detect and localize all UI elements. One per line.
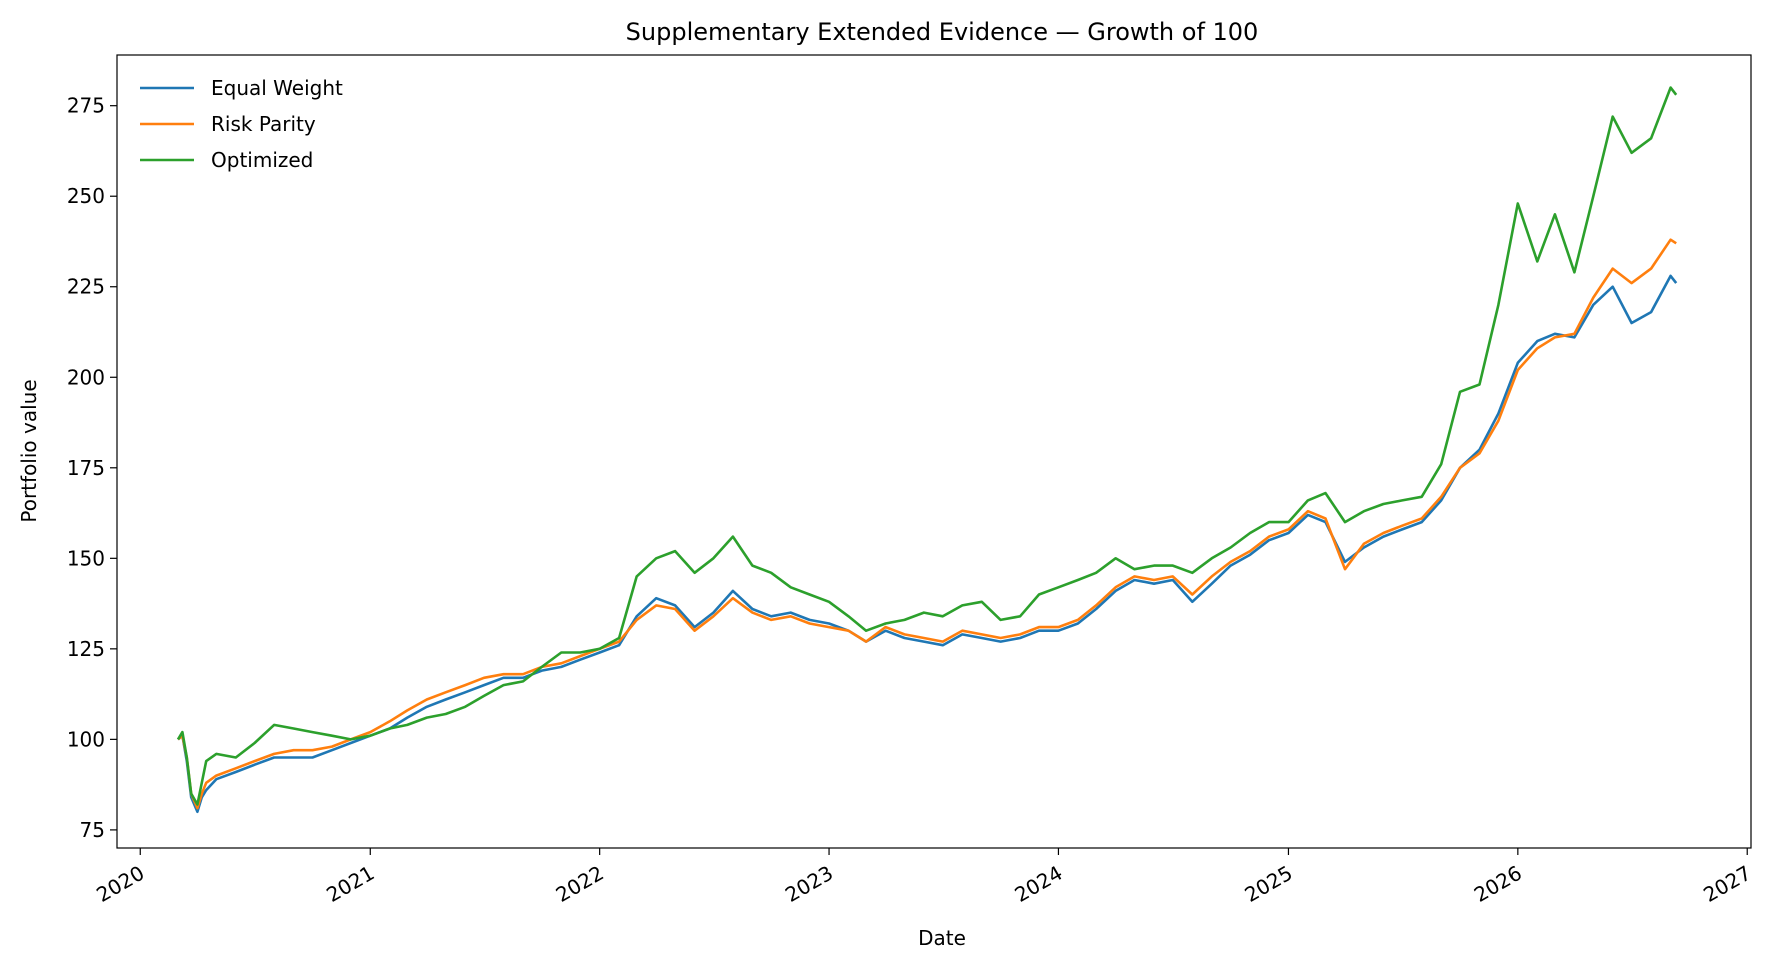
y-tick-label: 100 [67,727,105,751]
y-axis: 75 100 125 150 175 200 225 250 275 [67,94,117,842]
y-tick-label: 275 [67,94,105,118]
y-tick-label: 150 [67,546,105,570]
y-tick-label: 125 [67,637,105,661]
series-layer [176,86,1678,814]
legend-label: Equal Weight [211,76,343,100]
y-tick-label: 75 [80,818,105,842]
plot-frame [116,54,1752,849]
series-line-equal-weight [177,274,1678,814]
legend-label: Optimized [211,148,313,172]
y-axis-label: Portfolio value [17,379,41,522]
y-tick-label: 225 [67,275,105,299]
y-tick-label: 175 [67,456,105,480]
legend-label: Risk Parity [211,112,316,136]
x-axis-label: Date [918,926,966,950]
y-tick-label: 250 [67,184,105,208]
chart-title: Supplementary Extended Evidence — Growth… [626,18,1259,46]
series-line-optimized [176,86,1678,806]
y-tick-label: 200 [67,365,105,389]
legend: Equal Weight Risk Parity Optimized [140,76,343,172]
